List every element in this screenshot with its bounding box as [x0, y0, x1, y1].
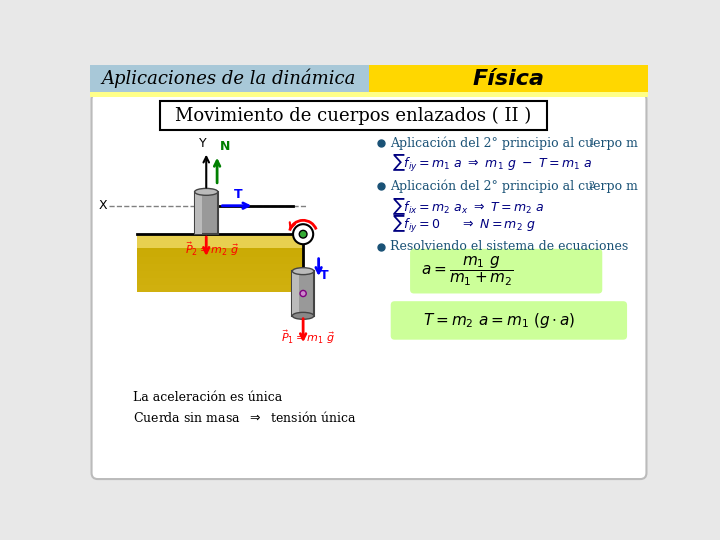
FancyBboxPatch shape	[391, 301, 627, 340]
Text: X: X	[99, 199, 107, 212]
Text: $\vec{P}_2 = m_2\ \vec{g}$: $\vec{P}_2 = m_2\ \vec{g}$	[184, 241, 239, 259]
Circle shape	[293, 224, 313, 244]
Text: $\sum f_{iy}= 0\ \ \ \ \ \Rightarrow\ N = m_2\ g$: $\sum f_{iy}= 0\ \ \ \ \ \Rightarrow\ N …	[392, 214, 536, 235]
Circle shape	[300, 291, 306, 296]
Bar	[292, 271, 300, 316]
Text: Aplicaciones de la dinámica: Aplicaciones de la dinámica	[102, 69, 356, 89]
Bar	[160, 101, 547, 130]
Bar	[90, 65, 369, 92]
Text: T: T	[320, 268, 329, 281]
Text: Aplicación del 2° principio al cuerpo m: Aplicación del 2° principio al cuerpo m	[390, 180, 638, 193]
Bar	[194, 192, 218, 234]
Text: Aplicación del 2° principio al cuerpo m: Aplicación del 2° principio al cuerpo m	[390, 137, 638, 150]
Circle shape	[300, 231, 307, 238]
Bar	[137, 285, 303, 292]
Text: Cuerda sin masa  $\Rightarrow$  tensión única: Cuerda sin masa $\Rightarrow$ tensión ún…	[132, 410, 356, 425]
Text: $\vec{P}_1 = m_1\ \vec{g}$: $\vec{P}_1 = m_1\ \vec{g}$	[282, 328, 336, 346]
Bar	[137, 257, 303, 264]
Text: Física: Física	[472, 69, 544, 89]
Bar	[194, 192, 202, 234]
Text: La aceleración es única: La aceleración es única	[132, 391, 282, 404]
Text: Y: Y	[199, 137, 206, 150]
Text: $\sum f_{ix} = m_2\ a_x\ \Rightarrow\ T = m_2\ a$: $\sum f_{ix} = m_2\ a_x\ \Rightarrow\ T …	[392, 196, 544, 217]
Text: $a = \dfrac{m_1\ g}{m_1 + m_2}$: $a = \dfrac{m_1\ g}{m_1 + m_2}$	[421, 254, 514, 288]
Text: N: N	[220, 140, 230, 153]
FancyBboxPatch shape	[91, 93, 647, 479]
Text: Movimiento de cuerpos enlazados ( II ): Movimiento de cuerpos enlazados ( II )	[176, 106, 531, 125]
Bar	[137, 264, 303, 271]
Bar	[137, 271, 303, 278]
Bar	[369, 65, 648, 92]
Bar	[137, 234, 303, 248]
Ellipse shape	[292, 312, 314, 319]
Text: T: T	[233, 188, 242, 201]
Ellipse shape	[292, 268, 314, 275]
Ellipse shape	[194, 188, 218, 195]
Text: 2: 2	[588, 181, 595, 190]
Bar	[292, 271, 314, 316]
Text: $T = m_2\ a = m_1\ ( g \cdot a )$: $T = m_2\ a = m_1\ ( g \cdot a )$	[423, 311, 576, 330]
Bar	[137, 251, 303, 257]
Bar	[137, 278, 303, 285]
Bar	[137, 244, 303, 251]
Text: 1: 1	[588, 138, 595, 147]
FancyBboxPatch shape	[410, 249, 602, 294]
Text: Resolviendo el sistema de ecuaciones: Resolviendo el sistema de ecuaciones	[390, 240, 628, 253]
Bar	[90, 92, 648, 97]
Text: $\sum f_{iy} = m_1\ a\ \Rightarrow\ m_1\ g\ -\ T = m_1\ a$: $\sum f_{iy} = m_1\ a\ \Rightarrow\ m_1\…	[392, 153, 593, 174]
Bar	[137, 237, 303, 244]
Bar	[137, 234, 303, 292]
